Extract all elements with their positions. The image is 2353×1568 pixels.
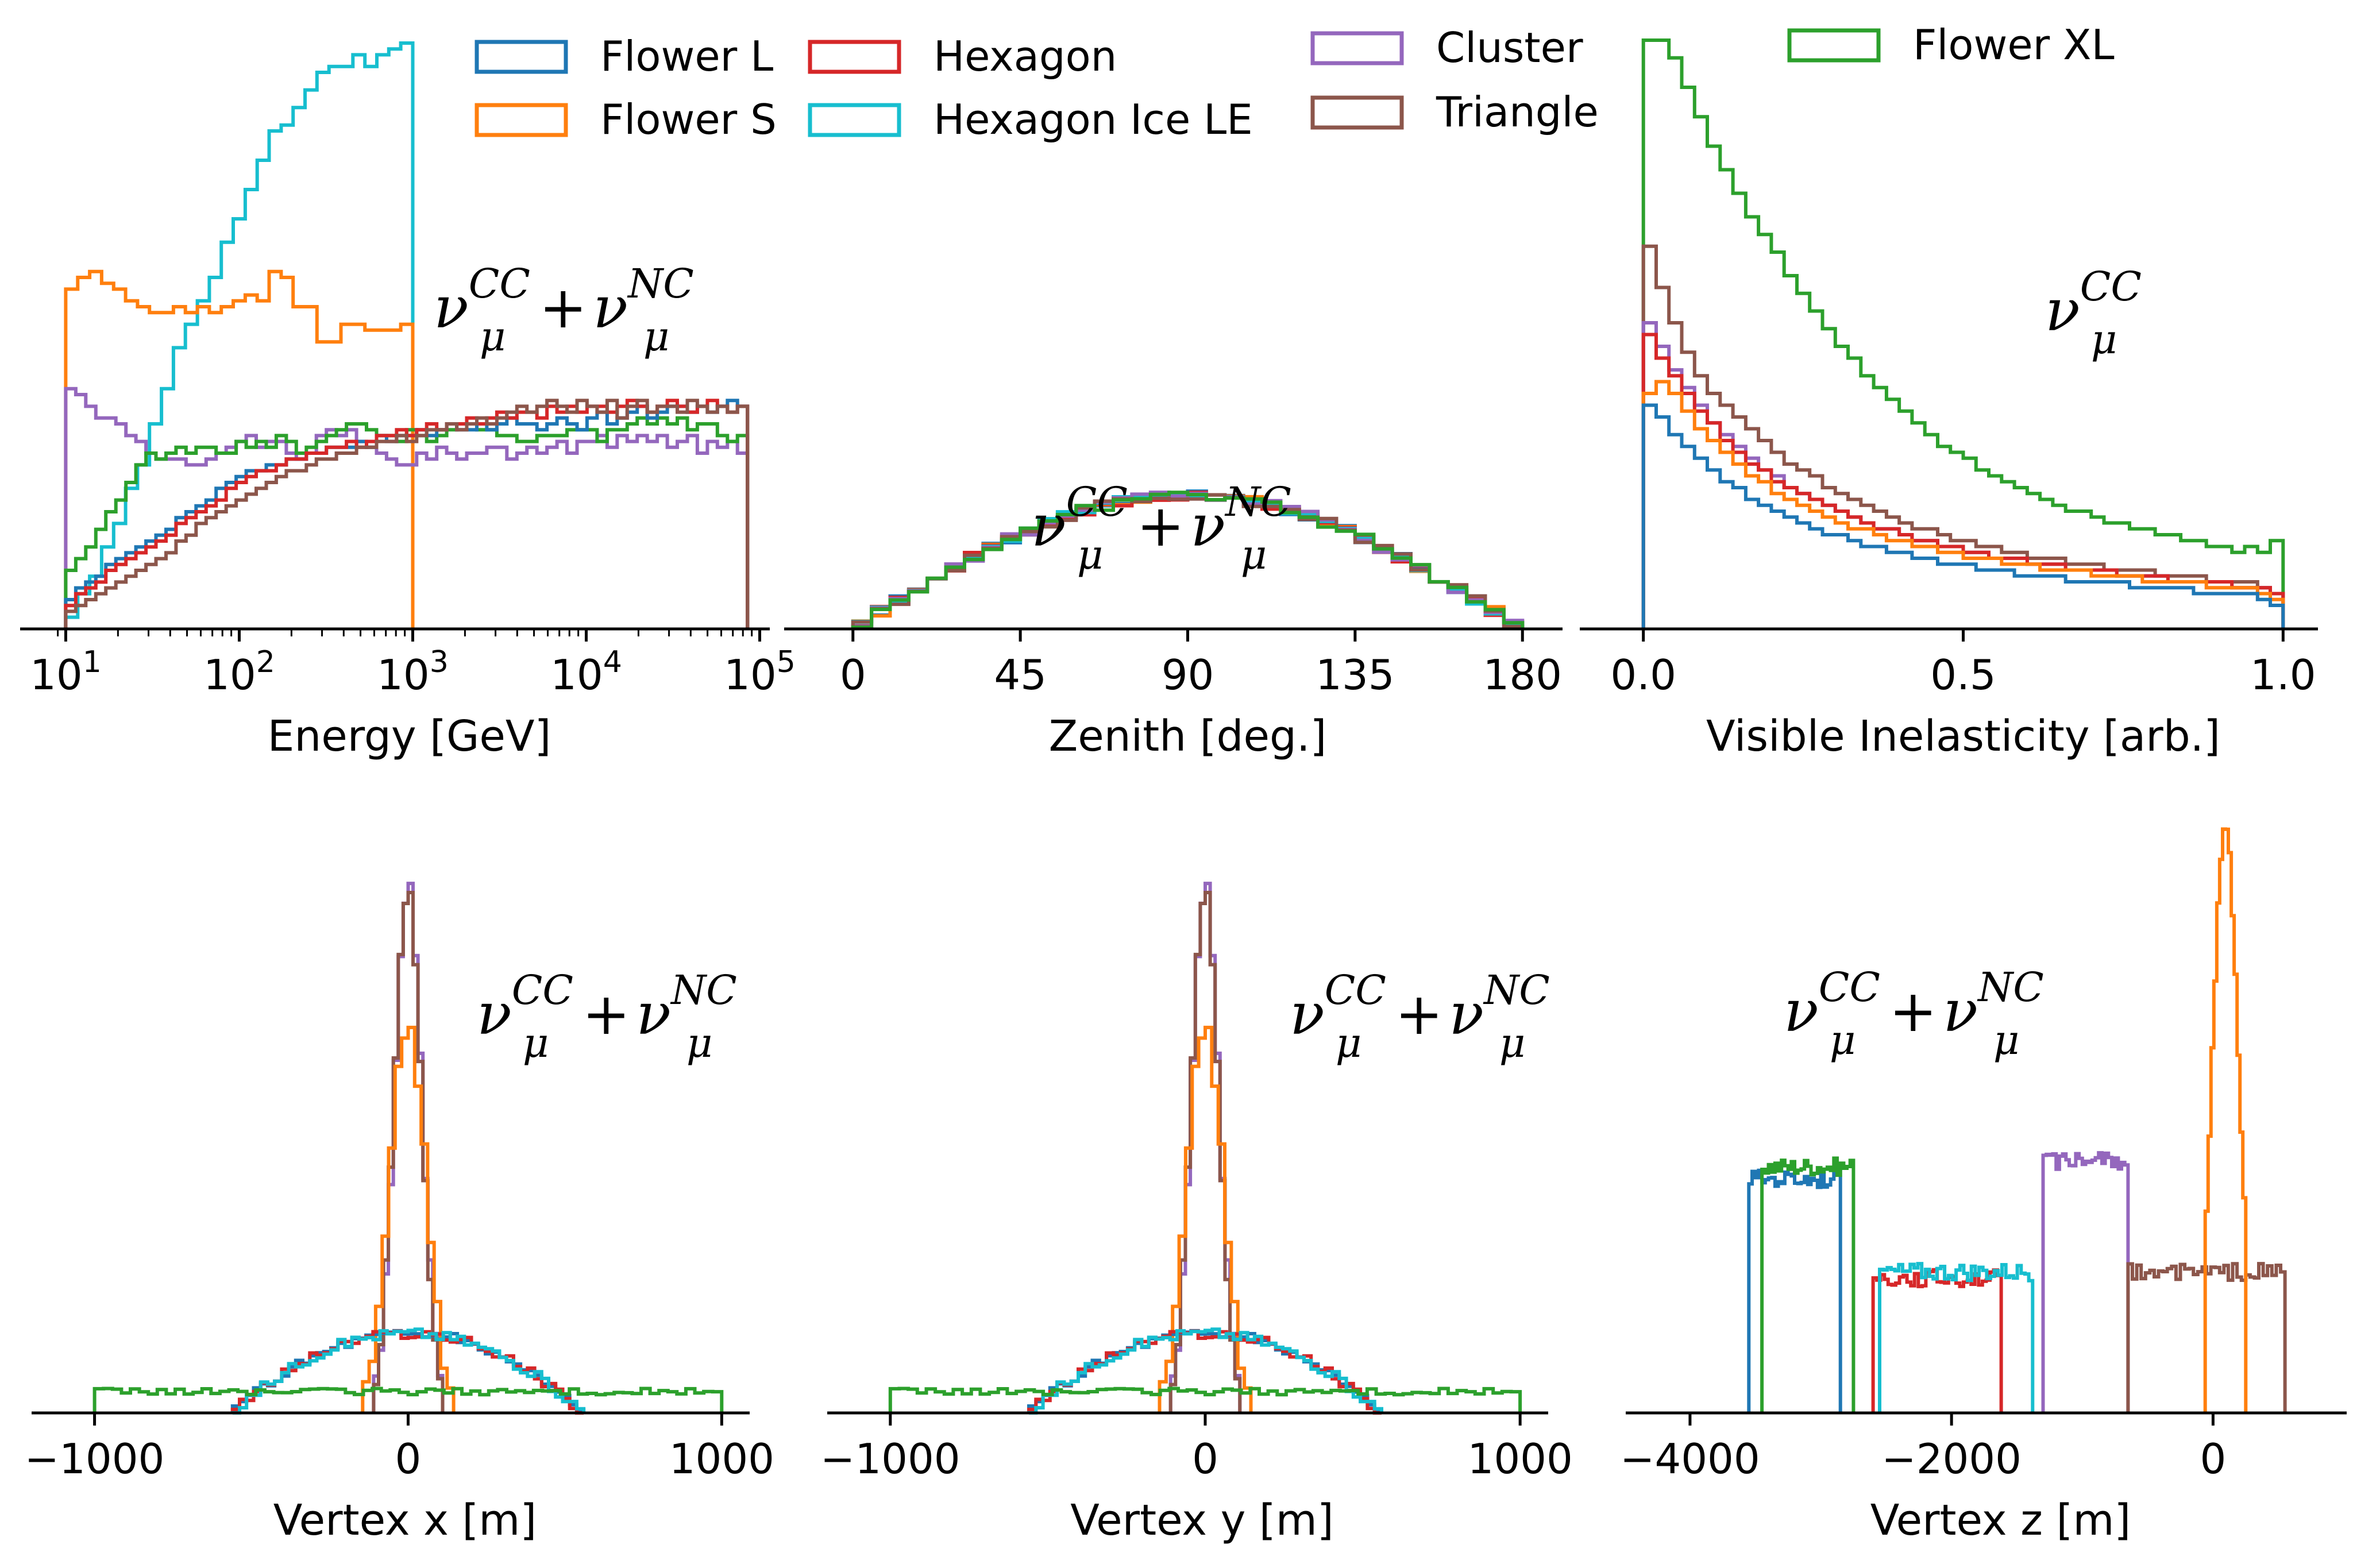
tick-label: −1000 [25, 1435, 165, 1483]
series-flower-s-inelasticity [1641, 380, 2285, 629]
series-flower-xl-zenith [851, 491, 1525, 629]
series-flower-s-energy [64, 269, 415, 629]
legend-item-hexagon-ice-le: Hexagon Ice LE [808, 95, 1253, 144]
tick-label: 104 [550, 645, 622, 699]
legend-swatch-hexagon [808, 40, 901, 74]
tick-label: 0 [395, 1435, 422, 1483]
legend-label-hexagon: Hexagon [934, 32, 1117, 80]
panel-vertex-z: −4000 −2000 0 Vertex z [m] νCC μ + νNC μ [1620, 827, 2347, 1545]
legend-swatch-flower-s [475, 103, 568, 137]
tick-label: 135 [1316, 651, 1394, 699]
tick-label: 0 [2200, 1435, 2226, 1483]
tick-label: 1.0 [2250, 651, 2316, 699]
tick-label: 0 [1192, 1435, 1218, 1483]
panel-vertex-y: −1000 0 1000 Vertex y [m] νCC μ + νNC μ [820, 882, 1573, 1545]
tick-label: 90 [1162, 651, 1214, 699]
series-flower-s-vertex_x [361, 1025, 456, 1413]
series-flower-xl-vertex_x [92, 1387, 724, 1413]
series-hexagon-ice-le-vertex_x [230, 1327, 586, 1415]
tick-label: −2000 [1881, 1435, 2022, 1483]
legend-item-hexagon: Hexagon [808, 32, 1117, 80]
series-flower-xl-inelasticity [1641, 38, 2285, 629]
tick-label: 0 [840, 651, 866, 699]
legend-swatch-triangle [1310, 95, 1404, 130]
legend-item-flower-l: Flower L [475, 32, 773, 80]
series-hexagon-energy [64, 399, 750, 629]
tick-label: 0.0 [1610, 651, 1676, 699]
panel-inelasticity: 0.0 0.5 1.0 Visible Inelasticity [arb.] νCC μ [1580, 38, 2318, 761]
legend-label-triangle: Triangle [1436, 88, 1599, 136]
legend-label-cluster: Cluster [1436, 24, 1583, 72]
series-flower-s-vertex_y [1158, 1025, 1253, 1413]
annotation-inelasticity: νCC μ [2045, 263, 2142, 363]
tick-label: −4000 [1620, 1435, 1760, 1483]
panel-vertex-x: −1000 0 1000 Vertex x [m] νCC μ + νNC μ [25, 882, 774, 1545]
annotation-vertex_y: νCC μ + νNC μ [1290, 967, 1550, 1067]
x-axis-label-zenith: Zenith [deg.] [1049, 712, 1327, 761]
legend-item-flower-xl: Flower XL [1787, 21, 2115, 69]
panel-zenith: 0 45 90 135 180 Zenith [deg.] νCC μ + νNC μ [784, 478, 1563, 761]
panel-energy: 101 102 103 104 105 Energy [GeV] νCC μ + νNC μ [20, 41, 796, 761]
tick-label: 103 [377, 645, 449, 699]
series-flower-s-vertex_z [2203, 827, 2248, 1413]
series-flower-l-inelasticity [1641, 403, 2285, 629]
tick-label: 105 [724, 645, 796, 699]
annotation-vertex_z: νCC μ + νNC μ [1784, 964, 2044, 1064]
tick-label: 180 [1483, 651, 1562, 699]
annotation-zenith: νCC μ + νNC μ [1031, 478, 1291, 578]
series-flower-xl-vertex_y [888, 1387, 1522, 1413]
x-axis-label-vertex_x: Vertex x [m] [273, 1496, 537, 1545]
series-hexagon-inelasticity [1641, 333, 2285, 629]
series-triangle-zenith [851, 493, 1525, 629]
tick-label: 102 [203, 645, 275, 699]
series-cluster-vertex_z [2041, 1151, 2130, 1413]
legend-label-flower-s: Flower S [600, 95, 777, 144]
legend-swatch-flower-l [475, 40, 568, 74]
tick-label: 45 [994, 651, 1047, 699]
x-axis-label-inelasticity: Visible Inelasticity [arb.] [1706, 712, 2220, 761]
series-flower-xl-vertex_z [1760, 1156, 1856, 1413]
annotation-energy: νCC μ + νNC μ [434, 260, 694, 360]
legend-item-triangle: Triangle [1310, 88, 1599, 136]
legend-item-cluster: Cluster [1310, 24, 1583, 72]
legend-swatch-flower-xl [1787, 28, 1881, 63]
series-hexagon-ice-le-energy [64, 41, 415, 629]
tick-label: 101 [30, 645, 102, 699]
tick-label: −1000 [820, 1435, 961, 1483]
series-hexagon-ice-le-vertex_z [1878, 1262, 2035, 1413]
x-axis-label-energy: Energy [GeV] [268, 712, 551, 761]
legend-item-flower-s: Flower S [475, 95, 777, 144]
series-cluster-energy [64, 387, 750, 629]
series-triangle-energy [64, 399, 750, 629]
legend-label-hexagon-ice-le: Hexagon Ice LE [934, 95, 1253, 144]
legend-swatch-cluster [1310, 31, 1404, 65]
tick-label: 1000 [1468, 1435, 1573, 1483]
legend-swatch-hexagon-ice-le [808, 103, 901, 137]
x-axis-label-vertex_y: Vertex y [m] [1070, 1496, 1334, 1545]
tick-label: 1000 [669, 1435, 774, 1483]
legend-label-flower-l: Flower L [600, 32, 773, 80]
series-hexagon-ice-le-vertex_y [1027, 1327, 1383, 1415]
x-axis-label-vertex_z: Vertex z [m] [1870, 1496, 2131, 1545]
legend: Flower L Flower S Hexagon Hexagon Ice LE Clu… [475, 21, 2115, 144]
tick-label: 0.5 [1930, 651, 1996, 699]
annotation-vertex_x: νCC μ + νNC μ [477, 967, 737, 1067]
legend-label-flower-xl: Flower XL [1913, 21, 2115, 69]
